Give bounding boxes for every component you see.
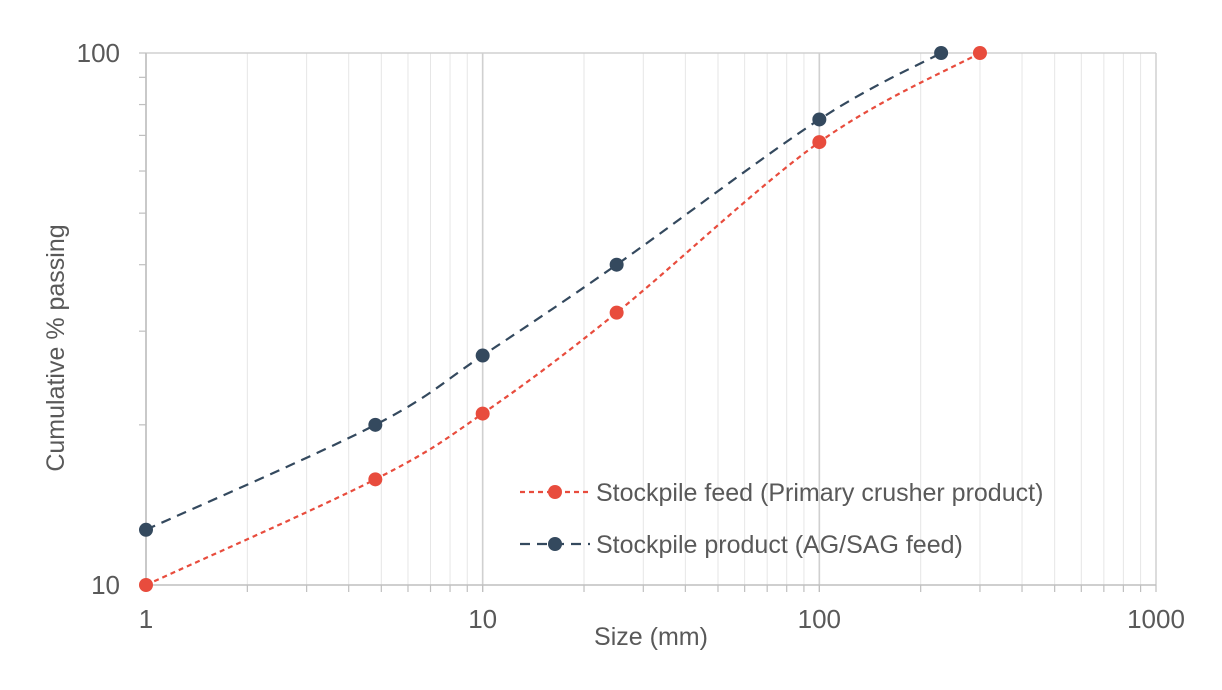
data-point [139,522,153,537]
x-tick-label: 10 [468,604,497,634]
legend-marker [548,485,562,499]
series-group [139,46,987,592]
x-tick-label: 100 [798,604,841,634]
y-tick-label: 100 [77,38,120,68]
data-point [368,472,383,487]
x-tick-label: 1 [139,604,153,634]
x-tick-label: 1000 [1127,604,1185,634]
axes: 1 10 100 1000 10 100 [77,38,1185,634]
x-axis-title: Size (mm) [594,623,708,651]
series-1 [139,46,987,592]
data-point [475,348,490,363]
series-2 [139,46,949,537]
data-point [812,112,827,127]
data-point [475,406,490,421]
y-axis-title: Cumulative % passing [42,224,70,471]
data-point [934,46,949,60]
series-line [145,52,981,586]
y-tick-label: 10 [91,570,120,600]
legend: Stockpile feed (Primary crusher product)… [520,479,1043,559]
data-point [812,135,827,150]
data-point [139,578,153,592]
legend-marker [548,537,562,551]
data-point [609,305,624,320]
legend-label: Stockpile product (AG/SAG feed) [596,531,963,559]
gridlines [145,52,1157,585]
data-point [609,257,624,272]
data-point [972,46,987,60]
data-point [368,417,383,432]
legend-entry: Stockpile product (AG/SAG feed) [520,531,963,559]
legend-label: Stockpile feed (Primary crusher product) [596,479,1043,507]
legend-entry: Stockpile feed (Primary crusher product) [520,479,1043,507]
